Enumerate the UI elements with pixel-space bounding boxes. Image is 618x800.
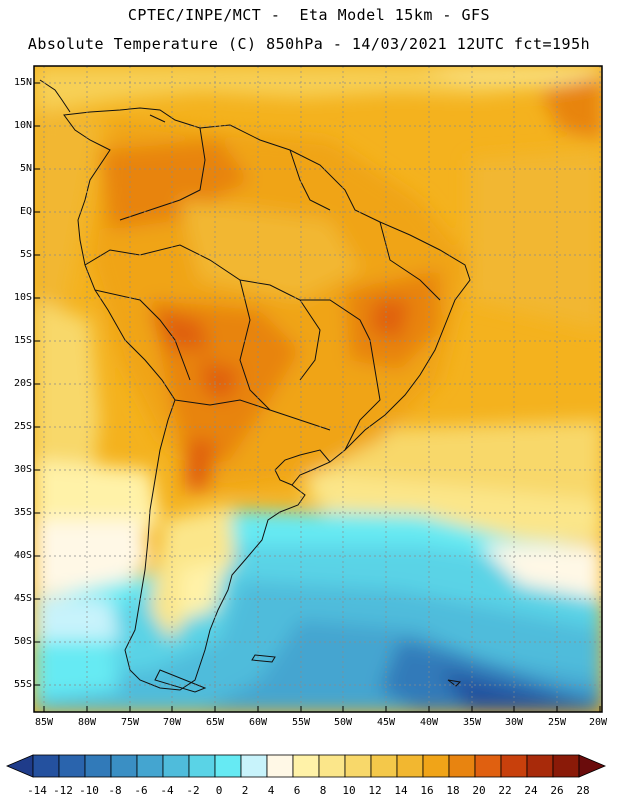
colorbar-swatch bbox=[240, 754, 268, 778]
colorbar-swatch bbox=[526, 754, 554, 778]
border-argentina-north bbox=[174, 399, 331, 431]
colorbar-label: 24 bbox=[524, 784, 538, 797]
lat-label: 55S bbox=[13, 679, 32, 690]
colorbar-label: -2 bbox=[186, 784, 200, 797]
colorbar-swatch bbox=[370, 754, 398, 778]
colorbar-swatch bbox=[500, 754, 528, 778]
colorbar-label: 2 bbox=[241, 784, 249, 797]
colorbar-swatch bbox=[110, 754, 138, 778]
colorbar-swatch bbox=[5, 754, 34, 778]
lon-label: 25W bbox=[547, 717, 567, 728]
lat-label: 20S bbox=[13, 378, 32, 389]
border-brazil-west bbox=[139, 244, 321, 381]
colorbar-label: 28 bbox=[576, 784, 590, 797]
colorbar-swatch bbox=[422, 754, 450, 778]
colorbar-label: 16 bbox=[420, 784, 434, 797]
chart-title-line1: CPTEC/INPE/MCT - Eta Model 15km - GFS bbox=[127, 6, 491, 24]
border-ecuador-peru bbox=[84, 249, 141, 266]
colorbar-swatch bbox=[292, 754, 320, 778]
colorbar-label: 4 bbox=[267, 784, 275, 797]
lon-label: 45W bbox=[376, 717, 396, 728]
colorbar-swatch bbox=[474, 754, 502, 778]
colorbar-label: 12 bbox=[368, 784, 382, 797]
colorbar-swatch bbox=[214, 754, 242, 778]
colorbar-swatch bbox=[58, 754, 86, 778]
continent-outline bbox=[63, 107, 471, 691]
colorbar-swatch bbox=[344, 754, 372, 778]
map-frame bbox=[33, 65, 603, 713]
colorbar-label: 26 bbox=[550, 784, 564, 797]
lat-label: 10S bbox=[13, 292, 32, 303]
colorbar-label: -6 bbox=[134, 784, 148, 797]
border-guianas bbox=[289, 149, 331, 211]
lat-label: 5N bbox=[19, 163, 32, 174]
lon-label: 35W bbox=[462, 717, 482, 728]
central-america-outline bbox=[39, 79, 71, 113]
colorbar-label: 14 bbox=[394, 784, 408, 797]
lon-label: 85W bbox=[34, 717, 54, 728]
lon-label: 60W bbox=[248, 717, 268, 728]
border-bolivia-paraguay bbox=[239, 279, 271, 411]
falklands-outline bbox=[251, 654, 276, 663]
colorbar-swatch bbox=[448, 754, 476, 778]
lon-label: 30W bbox=[504, 717, 524, 728]
colorbar bbox=[5, 754, 607, 778]
lon-label: 55W bbox=[291, 717, 311, 728]
colorbar-swatch bbox=[84, 754, 112, 778]
colorbar-label: 8 bbox=[319, 784, 327, 797]
south-georgia-outline bbox=[447, 679, 462, 687]
colorbar-label: 18 bbox=[446, 784, 460, 797]
field-layer bbox=[34, 66, 602, 712]
colorbar-swatch bbox=[32, 754, 60, 778]
lon-label: 70W bbox=[162, 717, 182, 728]
tierra-del-fuego-outline bbox=[154, 669, 207, 693]
border-brazil-ne bbox=[379, 221, 441, 301]
lon-label: 80W bbox=[77, 717, 97, 728]
lat-label: 25S bbox=[13, 421, 32, 432]
colorbar-label: -4 bbox=[160, 784, 174, 797]
lat-label: 35S bbox=[13, 507, 32, 518]
colorbar-label: 0 bbox=[215, 784, 223, 797]
colorbar-swatch bbox=[162, 754, 190, 778]
lat-label: 15N bbox=[13, 77, 32, 88]
lat-label: 40S bbox=[13, 550, 32, 561]
lon-label: 40W bbox=[419, 717, 439, 728]
lon-label: 75W bbox=[120, 717, 140, 728]
lon-label: 20W bbox=[588, 717, 608, 728]
colorbar-swatch bbox=[266, 754, 294, 778]
colorbar-swatch bbox=[578, 754, 607, 778]
lon-label: 50W bbox=[333, 717, 353, 728]
colorbar-swatch bbox=[318, 754, 346, 778]
lat-label: 30S bbox=[13, 464, 32, 475]
colorbar-label: -10 bbox=[79, 784, 99, 797]
colorbar-label: 10 bbox=[342, 784, 356, 797]
lat-label: 10N bbox=[13, 120, 32, 131]
lat-label: 5S bbox=[19, 249, 32, 260]
lat-label: EQ bbox=[19, 206, 32, 217]
colorbar-swatch bbox=[136, 754, 164, 778]
lat-label: 50S bbox=[13, 636, 32, 647]
border-brazil-states bbox=[300, 299, 381, 451]
colorbar-label: -12 bbox=[53, 784, 73, 797]
colorbar-swatch bbox=[552, 754, 580, 778]
colorbar-label: 6 bbox=[293, 784, 301, 797]
colorbar-swatch bbox=[396, 754, 424, 778]
lat-label: 45S bbox=[13, 593, 32, 604]
colorbar-label: 22 bbox=[498, 784, 512, 797]
border-peru-bolivia bbox=[94, 289, 191, 381]
colorbar-label: -14 bbox=[27, 784, 47, 797]
chart-title-line2: Absolute Temperature (C) 850hPa - 14/03/… bbox=[27, 35, 591, 53]
colorbar-label: -8 bbox=[108, 784, 122, 797]
axis-ticks bbox=[34, 82, 601, 712]
lat-label: 15S bbox=[13, 335, 32, 346]
colorbar-swatch bbox=[188, 754, 216, 778]
border-uruguay bbox=[274, 449, 331, 486]
colorbar-label: 20 bbox=[472, 784, 486, 797]
coastline-outlines bbox=[39, 79, 471, 693]
lon-label: 65W bbox=[205, 717, 225, 728]
